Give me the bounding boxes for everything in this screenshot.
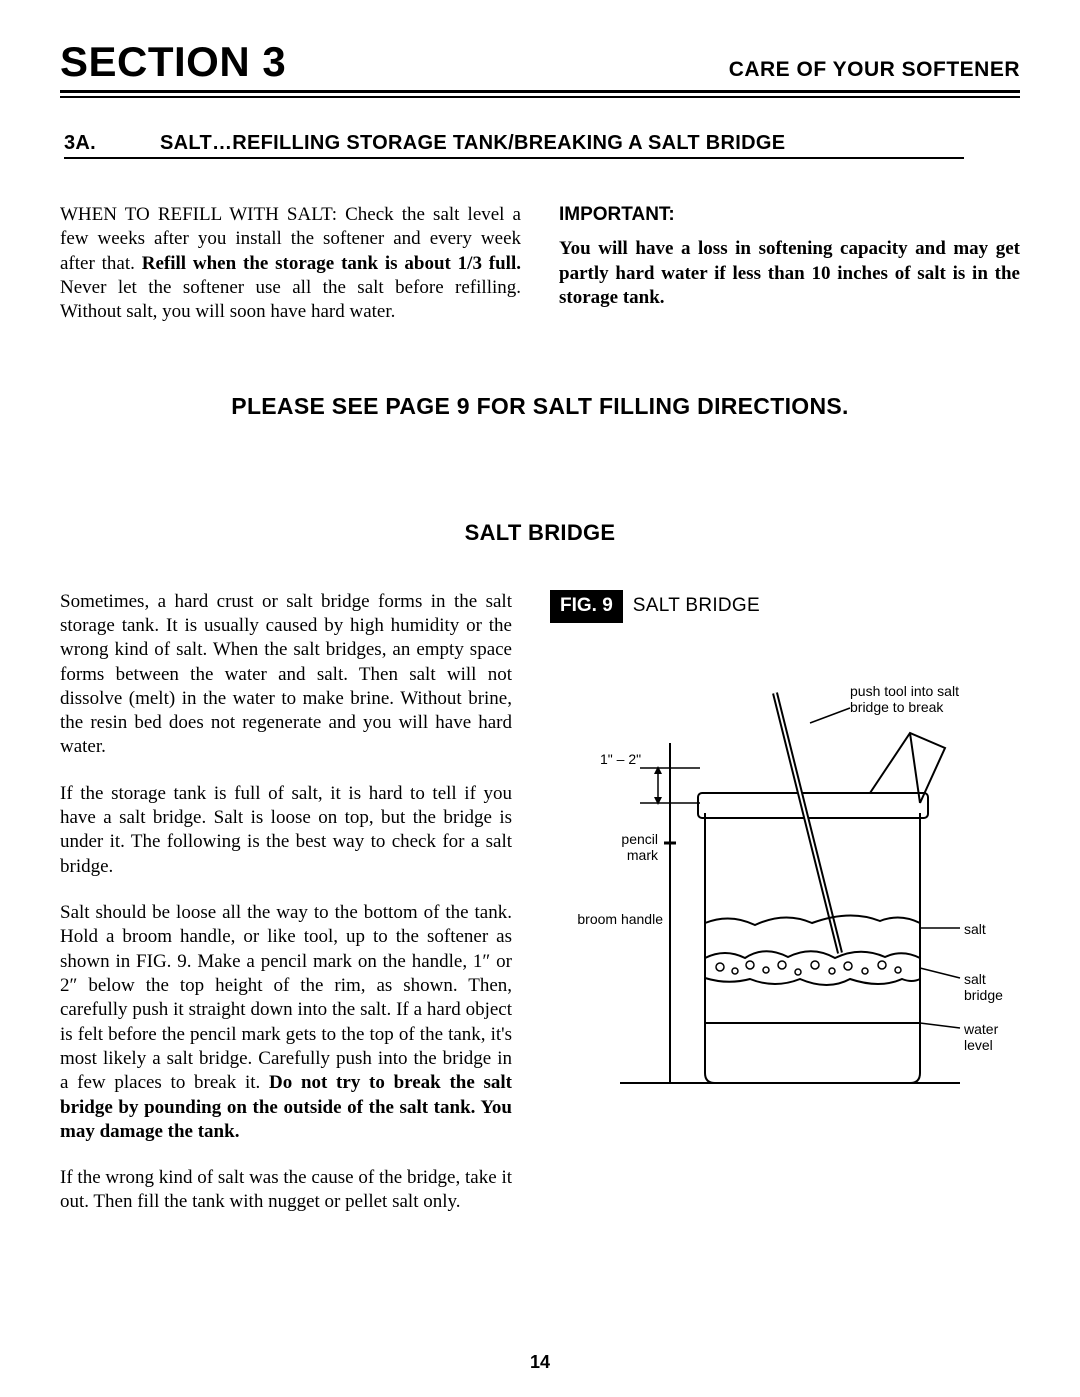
salt-bridge-heading: SALT BRIDGE: [60, 520, 1020, 546]
label-pencil: pencil mark: [608, 831, 658, 863]
section-title: SECTION 3: [60, 38, 286, 86]
bridge-p3: Salt should be loose all the way to the …: [60, 901, 512, 1144]
refill-bold: Refill when the storage tank is about 1/…: [142, 253, 521, 274]
label-push-tool: push tool into salt bridge to break: [850, 683, 990, 715]
figure-number: FIG. 9: [550, 590, 623, 623]
figure-caption: SALT BRIDGE: [633, 594, 760, 618]
important-label: IMPORTANT:: [559, 203, 1020, 227]
label-salt-bridge: salt bridge: [964, 971, 1020, 1003]
label-salt: salt: [964, 921, 986, 937]
label-gap: 1" – 2": [600, 751, 641, 767]
bridge-p3a: Salt should be loose all the way to the …: [60, 902, 512, 1093]
subsection-title: SALT…REFILLING STORAGE TANK/BREAKING A S…: [160, 132, 785, 155]
see-page-heading: PLEASE SEE PAGE 9 FOR SALT FILLING DIREC…: [60, 393, 1020, 420]
important-text: You will have a loss in softening capaci…: [559, 237, 1020, 310]
header-right: CARE OF YOUR SOFTENER: [729, 58, 1020, 82]
subsection-num: 3A.: [64, 132, 96, 155]
salt-bridge-diagram: push tool into salt bridge to break 1" –…: [550, 653, 1020, 1123]
refill-paragraph: WHEN TO REFILL WITH SALT: Check the salt…: [60, 203, 521, 325]
bridge-p1: Sometimes, a hard crust or salt bridge f…: [60, 590, 512, 760]
refill-tail: Never let the softener use all the salt …: [60, 277, 521, 322]
label-broom: broom handle: [558, 911, 663, 927]
page-number: 14: [0, 1352, 1080, 1373]
header-rule: [60, 90, 1020, 98]
bridge-p4: If the wrong kind of salt was the cause …: [60, 1166, 512, 1215]
subsection-heading: 3A. SALT…REFILLING STORAGE TANK/BREAKING…: [64, 132, 964, 159]
figure-label: FIG. 9 SALT BRIDGE: [550, 590, 1020, 623]
label-water: water level: [964, 1021, 1020, 1053]
bridge-p2: If the storage tank is full of salt, it …: [60, 782, 512, 879]
